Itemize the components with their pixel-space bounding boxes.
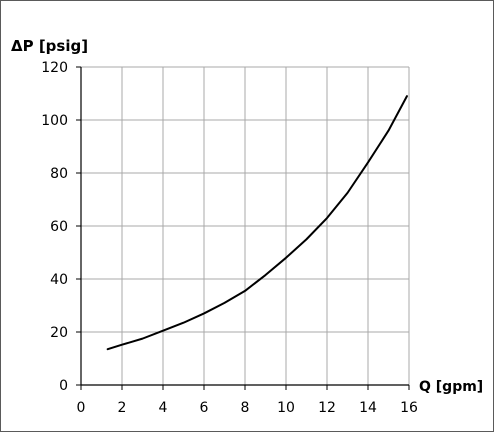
x-tick-label: 0 [77, 400, 86, 416]
y-tick-label: 60 [50, 219, 68, 235]
x-tick-label: 12 [318, 400, 336, 416]
y-tick-label: 120 [41, 60, 68, 76]
x-tick-label: 4 [159, 400, 168, 416]
x-tick-labels: 0 2 4 6 8 10 12 14 16 [77, 400, 418, 416]
x-tick-label: 10 [277, 400, 295, 416]
y-tick-labels: 0 20 40 60 80 100 120 [41, 60, 68, 394]
series-group [106, 95, 408, 351]
grid [81, 66, 410, 385]
x-tick-label: 14 [359, 400, 377, 416]
x-axis-label: Q [gpm] [419, 379, 483, 395]
y-tick-label: 40 [50, 272, 68, 288]
y-tick-label: 100 [41, 113, 68, 129]
y-tick-label: 0 [59, 378, 68, 394]
x-tick-label: 8 [241, 400, 250, 416]
x-tick-label: 16 [400, 400, 418, 416]
y-tick-label: 20 [50, 325, 68, 341]
x-tick-label: 2 [118, 400, 127, 416]
axes [76, 66, 410, 390]
x-tick-label: 6 [200, 400, 209, 416]
y-tick-label: 80 [50, 166, 68, 182]
series-line [106, 95, 408, 351]
y-axis-label: ΔP [psig] [11, 37, 88, 55]
